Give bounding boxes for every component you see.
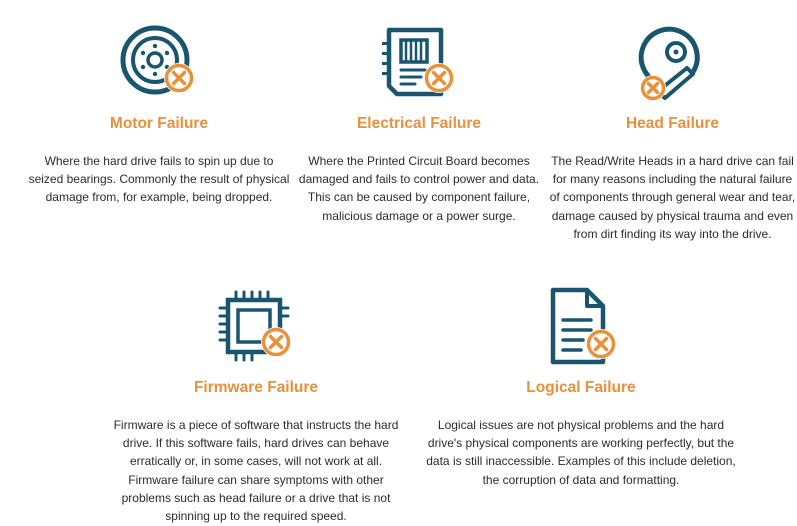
card-description: Where the Printed Circuit Board becomes … xyxy=(298,154,540,223)
card-description: Firmware is a piece of software that ins… xyxy=(113,418,399,524)
card-description: Logical issues are not physical problems… xyxy=(426,418,736,487)
motor-disc-error-icon xyxy=(117,22,201,111)
read-write-head-error-icon xyxy=(631,22,715,111)
card-title: Electrical Failure xyxy=(356,115,482,132)
circuit-board-error-icon xyxy=(377,22,461,111)
document-error-icon xyxy=(539,286,623,375)
card-title: Firmware Failure xyxy=(193,379,319,396)
microchip-error-icon xyxy=(214,286,298,375)
card-title: Logical Failure xyxy=(526,379,636,396)
card-title: Motor Failure xyxy=(109,115,209,132)
card-title: Head Failure xyxy=(625,115,720,132)
card-description: The Read/Write Heads in a hard drive can… xyxy=(549,154,796,241)
card-description: Where the hard drive fails to spin up du… xyxy=(28,154,290,205)
